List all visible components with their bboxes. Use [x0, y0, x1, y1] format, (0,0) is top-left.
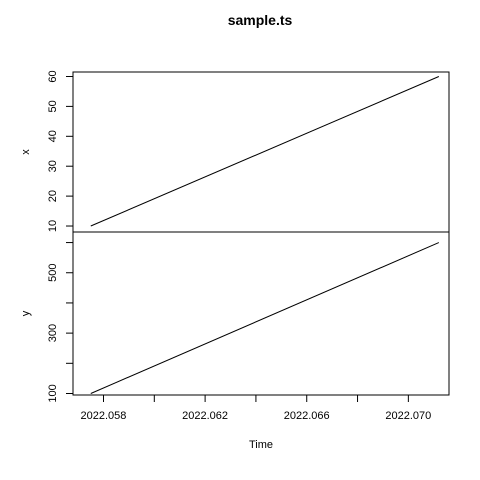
x-axis-title: Time — [249, 439, 273, 451]
x-tick-label: 2022.058 — [81, 410, 127, 422]
panel-1-y-tick-label: 50 — [47, 100, 59, 112]
panel-1-y-tick-label: 20 — [47, 190, 59, 202]
x-tick-label: 2022.066 — [284, 410, 330, 422]
panel-2-y-tick-label: 500 — [47, 264, 59, 282]
panel-2-series-line — [90, 242, 440, 394]
panel-1-series-line — [90, 76, 440, 227]
panels-layer: 10 20 30 40 50 60 x 100 300 500 y — [20, 70, 450, 403]
panel-1: 10 20 30 40 50 60 x — [20, 70, 450, 233]
x-tick-label: 2022.062 — [182, 410, 228, 422]
panel-1-y-tick-label: 40 — [47, 130, 59, 142]
panel-2-frame — [72, 231, 450, 396]
panel-2: 100 300 500 y — [20, 231, 450, 403]
chart-title: sample.ts — [228, 12, 293, 28]
panel-2-y-tick-label: 100 — [47, 384, 59, 402]
panel-1-y-tick-label: 60 — [47, 70, 59, 82]
x-tick-label: 2022.070 — [385, 410, 431, 422]
panel-1-y-axis-title: x — [20, 149, 32, 155]
panel-2-y-axis-title: y — [20, 310, 32, 316]
x-axis: 2022.058 2022.062 2022.066 2022.070 — [81, 394, 431, 422]
panel-1-y-tick-label: 10 — [47, 220, 59, 232]
panel-2-y-tick-label: 300 — [47, 324, 59, 342]
panel-1-y-tick-label: 30 — [47, 160, 59, 172]
